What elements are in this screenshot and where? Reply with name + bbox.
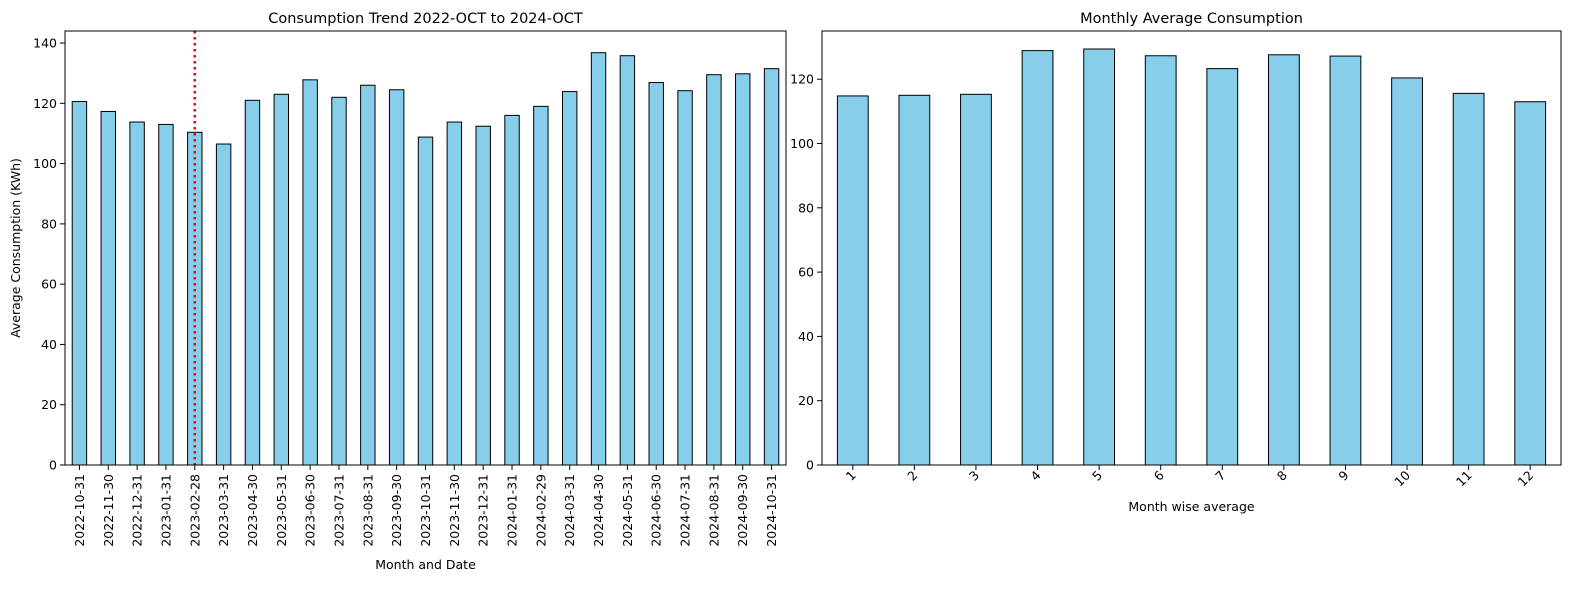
x-tick-label: 2023-04-30 xyxy=(245,474,260,547)
x-tick-label: 2023-02-28 xyxy=(187,474,202,547)
y-tick-label: 60 xyxy=(798,265,814,280)
x-tick-label: 2023-06-30 xyxy=(303,474,318,547)
bar-2023-09-30 xyxy=(388,89,405,466)
x-tick-label: 2023-05-31 xyxy=(274,474,289,547)
y-tick-label: 100 xyxy=(790,136,814,151)
bar-2024-10-31 xyxy=(763,68,780,466)
bar-2023-11-30 xyxy=(446,121,463,466)
chart-title: Monthly Average Consumption xyxy=(1080,11,1303,27)
bar-2022-12-31 xyxy=(129,121,145,466)
bar-2023-10-31 xyxy=(417,136,434,466)
y-tick-label: 100 xyxy=(33,156,57,171)
x-tick-label: 2024-10-31 xyxy=(764,474,779,547)
x-tick-label: 9 xyxy=(1335,467,1351,483)
y-tick-label: 140 xyxy=(33,36,57,51)
bar-2023-12-31 xyxy=(475,125,491,466)
bar-9 xyxy=(1329,55,1362,466)
y-tick-label: 60 xyxy=(41,277,57,292)
bar-2023-05-31 xyxy=(273,93,290,466)
x-tick-label: 12 xyxy=(1514,468,1536,490)
bar-2024-07-31 xyxy=(677,90,693,466)
x-tick-label: 2024-07-31 xyxy=(678,474,693,547)
axes-frame xyxy=(821,30,1562,466)
bar-2022-11-30 xyxy=(100,110,116,466)
bar-6 xyxy=(1144,55,1177,466)
x-tick-label: 2024-02-29 xyxy=(533,474,548,547)
y-tick-label: 40 xyxy=(41,337,57,352)
x-tick-label: 11 xyxy=(1453,468,1475,490)
x-tick-label: 2022-11-30 xyxy=(101,474,116,547)
y-tick-label: 120 xyxy=(790,72,814,87)
x-tick-label: 5 xyxy=(1089,468,1105,484)
bar-3 xyxy=(960,93,992,466)
bar-5 xyxy=(1083,48,1116,466)
bar-2024-01-31 xyxy=(504,114,520,466)
y-tick-label: 0 xyxy=(806,458,814,473)
bar-2022-10-31 xyxy=(71,101,88,466)
x-tick-label: 3 xyxy=(966,468,982,484)
x-tick-label: 1 xyxy=(843,468,859,484)
chart-title: Consumption Trend 2022-OCT to 2024-OCT xyxy=(268,11,583,27)
bar-2 xyxy=(898,94,931,466)
bar-11 xyxy=(1452,92,1485,466)
y-tick-label: 120 xyxy=(33,96,57,111)
bar-2024-08-31 xyxy=(706,74,722,466)
x-tick-label: 2 xyxy=(904,468,920,484)
bar-7 xyxy=(1206,68,1239,466)
consumption-trend-chart: 0 20 40 60 80 100 120 140 2022-10-31 2022-11-30 20… xyxy=(8,11,787,572)
bar-2023-08-31 xyxy=(360,84,376,466)
x-tick-label: 10 xyxy=(1391,467,1413,489)
bar-8 xyxy=(1267,54,1300,466)
bar-2024-05-31 xyxy=(619,55,636,466)
y-tick-label: 20 xyxy=(798,393,814,408)
x-tick-label: 2023-03-31 xyxy=(216,474,231,547)
x-tick-label: 2024-01-31 xyxy=(505,474,520,547)
x-tick-label: 7 xyxy=(1212,468,1228,484)
x-tick-label: 2023-12-31 xyxy=(476,474,491,547)
x-tick-label: 2024-08-31 xyxy=(706,474,721,547)
x-tick-label: 4 xyxy=(1027,467,1043,483)
x-tick-label: 2023-11-30 xyxy=(447,474,462,547)
x-tick-label: 8 xyxy=(1274,467,1290,483)
bar-2023-01-31 xyxy=(158,123,174,466)
x-tick-label: 2024-05-31 xyxy=(620,474,635,547)
x-tick-label: 6 xyxy=(1151,467,1167,483)
y-tick-label: 20 xyxy=(41,397,57,412)
x-tick-label: 2024-03-31 xyxy=(562,474,577,547)
bar-1 xyxy=(836,95,869,466)
x-tick-label: 2023-08-31 xyxy=(360,474,375,547)
bar-2023-04-30 xyxy=(244,99,261,466)
x-tick-label: 2023-10-31 xyxy=(418,474,433,547)
x-tick-label: 2024-09-30 xyxy=(735,474,750,547)
y-tick-label: 80 xyxy=(41,216,57,231)
x-axis-label: Month wise average xyxy=(1128,499,1255,514)
x-tick-label: 2023-09-30 xyxy=(389,474,404,547)
bar-2024-03-31 xyxy=(561,91,578,466)
x-tick-label: 2024-06-30 xyxy=(649,474,664,547)
bar-10 xyxy=(1391,77,1423,466)
y-tick-label: 80 xyxy=(798,200,814,215)
bar-2024-09-30 xyxy=(735,73,751,466)
bar-12 xyxy=(1514,101,1547,466)
y-axis-label: Average Consumption (KWh) xyxy=(8,158,23,338)
x-tick-label: 2022-12-31 xyxy=(130,474,145,547)
x-tick-label: 2023-07-31 xyxy=(331,474,346,547)
bar-2024-04-30 xyxy=(590,52,607,466)
bar-2023-06-30 xyxy=(302,79,318,466)
bar-4 xyxy=(1021,50,1054,466)
bar-2024-06-30 xyxy=(648,82,664,466)
x-tick-label: 2024-04-30 xyxy=(591,474,606,547)
y-tick-label: 40 xyxy=(798,329,814,344)
y-tick-label: 0 xyxy=(49,458,57,473)
x-tick-label: 2023-01-31 xyxy=(158,474,173,547)
bar-2024-02-29 xyxy=(533,105,549,466)
x-axis-label: Month and Date xyxy=(375,557,476,572)
bar-2023-07-31 xyxy=(331,96,347,466)
bar-2023-03-31 xyxy=(215,143,232,466)
x-tick-label: 2022-10-31 xyxy=(72,474,87,547)
